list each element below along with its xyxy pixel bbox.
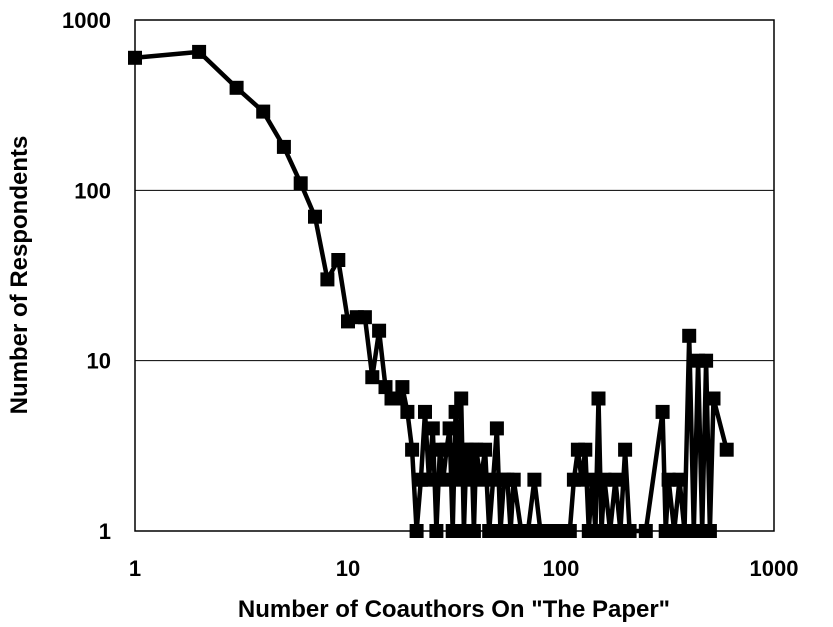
data-point-20 <box>409 524 424 538</box>
data-point-3 <box>256 104 271 119</box>
data-point-36 <box>462 472 476 487</box>
x-tick-label-0: 1 <box>129 556 141 581</box>
x-tick-label-3: 1000 <box>750 556 799 581</box>
data-point-79 <box>682 328 697 343</box>
data-point-64 <box>591 391 606 406</box>
y-axis-title: Number of Respondents <box>6 136 33 415</box>
data-point-19 <box>405 442 420 457</box>
x-tick-label-1: 10 <box>336 556 360 581</box>
data-point-33 <box>454 391 469 406</box>
data-point-1 <box>192 44 207 59</box>
data-point-4 <box>276 139 291 154</box>
data-point-49 <box>506 472 521 487</box>
data-point-60 <box>578 442 593 457</box>
data-point-24 <box>425 421 440 436</box>
data-point-51 <box>521 524 535 538</box>
data-point-72 <box>638 524 653 538</box>
data-point-73 <box>655 404 670 419</box>
data-point-14 <box>378 380 393 395</box>
data-point-25 <box>429 524 444 538</box>
series-markers <box>128 44 734 538</box>
series-0-line <box>134 49 729 534</box>
data-point-85 <box>706 391 721 406</box>
data-point-22 <box>418 404 432 419</box>
data-point-12 <box>365 370 380 385</box>
data-point-75 <box>661 472 676 487</box>
data-point-27 <box>436 472 451 487</box>
data-point-16 <box>390 391 405 406</box>
data-point-53 <box>533 524 548 538</box>
data-point-43 <box>486 472 501 487</box>
data-point-56 <box>562 524 577 538</box>
y-tick-label-1: 10 <box>87 349 111 374</box>
data-point-40 <box>473 472 488 487</box>
data-point-5 <box>293 176 308 191</box>
x-axis-title: Number of Coauthors On "The Paper" <box>238 596 670 623</box>
data-point-71 <box>622 524 637 538</box>
data-point-28 <box>439 442 454 457</box>
series-line <box>134 49 729 534</box>
data-point-2 <box>229 80 244 95</box>
y-tick-labels: 1 10 100 1000 <box>62 8 111 544</box>
data-point-18 <box>400 404 415 419</box>
data-point-31 <box>448 404 463 419</box>
data-point-44 <box>489 421 504 436</box>
data-point-32 <box>451 472 466 487</box>
data-point-7 <box>320 272 335 287</box>
data-point-42 <box>482 524 497 538</box>
data-point-52 <box>527 472 542 487</box>
data-point-13 <box>372 323 387 338</box>
data-point-84 <box>702 524 717 538</box>
data-point-83 <box>699 353 714 368</box>
data-point-66 <box>597 472 612 487</box>
gridlines <box>135 189 774 362</box>
data-point-68 <box>608 472 623 487</box>
data-point-17 <box>395 380 410 395</box>
data-point-29 <box>442 421 457 436</box>
data-point-11 <box>357 310 372 325</box>
x-tick-labels: 1 10 100 1000 <box>129 556 799 581</box>
y-tick-label-3: 1000 <box>62 8 111 33</box>
data-point-70 <box>618 442 633 457</box>
data-point-23 <box>422 472 436 487</box>
y-tick-label-2: 100 <box>74 178 111 203</box>
data-point-77 <box>672 472 687 487</box>
data-point-48 <box>503 524 518 538</box>
data-point-8 <box>331 253 346 267</box>
x-tick-label-2: 100 <box>543 556 580 581</box>
data-point-62 <box>585 472 600 487</box>
data-point-30 <box>445 524 460 538</box>
data-point-41 <box>478 442 493 457</box>
data-point-86 <box>719 442 734 457</box>
data-point-6 <box>308 209 322 224</box>
data-point-0 <box>128 50 142 65</box>
data-point-38 <box>466 524 481 538</box>
y-tick-label-0: 1 <box>99 519 111 544</box>
